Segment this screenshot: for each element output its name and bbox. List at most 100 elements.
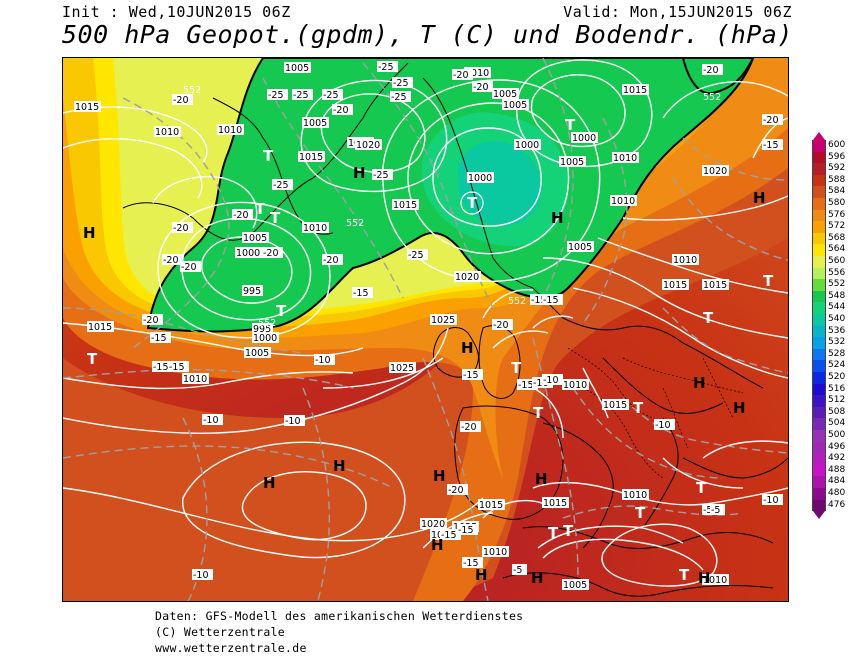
svg-text:1010: 1010	[155, 127, 179, 138]
svg-text:1020: 1020	[356, 140, 380, 151]
svg-text:-20: -20	[143, 315, 159, 326]
isobar-label: 1015	[87, 321, 114, 333]
svg-text:-15: -15	[153, 362, 169, 373]
colorbar-swatch	[812, 186, 826, 198]
svg-text:1015: 1015	[299, 152, 323, 163]
svg-text:1015: 1015	[75, 102, 99, 113]
svg-text:-15: -15	[531, 295, 547, 306]
svg-text:1010: 1010	[613, 153, 637, 164]
colorbar-label: 600	[828, 140, 846, 150]
low-pressure-center: T	[696, 479, 707, 497]
colorbar-swatch	[812, 406, 826, 419]
svg-text:-10: -10	[655, 420, 671, 431]
svg-text:1000: 1000	[572, 133, 596, 144]
svg-text:-25: -25	[273, 180, 289, 191]
high-pressure-center: H	[733, 399, 746, 417]
colorbar-swatch	[812, 221, 826, 233]
svg-text:1000: 1000	[515, 140, 539, 151]
svg-text:-5: -5	[703, 505, 712, 516]
svg-text:1015: 1015	[479, 500, 503, 511]
colorbar-label: 536	[828, 325, 846, 336]
high-pressure-center: H	[353, 164, 366, 182]
isobar-label: 1000	[252, 332, 279, 344]
temperature-label: -20	[232, 209, 253, 221]
geopotential-labels: 552 552 552 552 552	[183, 85, 721, 329]
svg-text:1005: 1005	[568, 242, 592, 253]
high-pressure-center: H	[461, 339, 474, 357]
colorbar-bottom-arrow	[813, 511, 825, 520]
svg-text:-15: -15	[169, 362, 185, 373]
temperature-label: -20	[447, 484, 468, 496]
isobar-label: 1010	[302, 222, 329, 234]
svg-text:-20: -20	[233, 210, 249, 221]
colorbar-label: 552	[828, 279, 846, 290]
colorbar-swatch	[812, 476, 826, 488]
isobar-label: 1015	[392, 199, 419, 211]
temperature-label: -25	[267, 89, 288, 101]
isobar-label: 1015	[74, 101, 101, 113]
colorbar-label: 568	[828, 232, 846, 243]
svg-text:-10: -10	[763, 495, 779, 506]
isobar-label: 1010	[154, 126, 181, 138]
svg-text:1025: 1025	[390, 363, 414, 374]
isobar-label: 1015	[478, 499, 505, 511]
colorbar-swatch	[812, 209, 826, 222]
colorbar-label: 524	[828, 360, 846, 371]
temperature-label: -10	[202, 414, 223, 426]
isobar-label: 1010	[562, 379, 589, 391]
colorbar-swatch	[812, 244, 826, 256]
temperature-label: -10	[314, 354, 335, 366]
svg-text:-20: -20	[493, 320, 509, 331]
svg-text:1015: 1015	[393, 200, 417, 211]
svg-text:1020: 1020	[455, 272, 479, 283]
svg-text:-20: -20	[461, 422, 477, 433]
colorbar-swatch	[812, 151, 826, 164]
colorbar-swatch	[812, 337, 826, 349]
colorbar-swatch	[812, 325, 826, 338]
isobar-label: 1010	[612, 152, 639, 164]
main-low-ring	[460, 191, 484, 215]
temperature-label: -20	[492, 319, 513, 331]
colorbar-swatch	[812, 372, 826, 384]
low-pressure-center: T	[565, 116, 576, 134]
temperature-label: -25	[372, 169, 393, 181]
isobar-label: 1010	[672, 254, 699, 266]
svg-text:1010: 1010	[703, 575, 727, 586]
isobar-label: 1005	[492, 88, 519, 100]
temperature-label: -5	[702, 504, 717, 516]
high-pressure-center: H	[263, 474, 276, 492]
svg-text:1005: 1005	[560, 157, 584, 168]
temperature-label: -20	[262, 247, 283, 259]
low-pressure-center: T	[511, 359, 522, 377]
svg-text:-25: -25	[323, 90, 339, 101]
temperature-label: -20	[180, 261, 201, 273]
colorbar-label: 528	[828, 348, 846, 359]
weather-map: 1015 1010 1015 1005 1010 1020 1005 1015 1000 1005…	[62, 57, 789, 602]
isobar-label: 1020	[355, 139, 382, 151]
borders	[567, 347, 744, 479]
isobar-label: 1005	[559, 156, 586, 168]
svg-text:1015: 1015	[623, 85, 647, 96]
low-pressure-center: T	[263, 147, 274, 165]
isobar-label: 1025	[430, 314, 457, 326]
svg-text:1010: 1010	[183, 374, 207, 385]
temperature-label: -20	[702, 64, 723, 76]
colorbar-swatch	[812, 360, 826, 372]
svg-text:-20: -20	[333, 105, 349, 116]
colorbar-top-arrow	[813, 132, 825, 140]
temperature-label: -15	[152, 361, 173, 373]
isobar-label: 1000	[571, 132, 598, 144]
isobar-label: 1020	[702, 165, 729, 177]
svg-text:995: 995	[253, 324, 271, 335]
colorbar-swatch	[812, 488, 826, 500]
svg-text:-20: -20	[263, 248, 279, 259]
temperature-label: -25	[390, 91, 411, 103]
temperature-label: -15	[542, 294, 563, 306]
colorbar-swatch	[812, 441, 826, 454]
low-pressure-center: T	[703, 309, 714, 327]
isobar-label: 1005	[567, 241, 594, 253]
temperature-label: -15	[168, 361, 189, 373]
temperature-label: -15	[462, 369, 483, 381]
high-pressure-center: H	[475, 566, 488, 584]
colorbar-label: 476	[828, 499, 846, 510]
